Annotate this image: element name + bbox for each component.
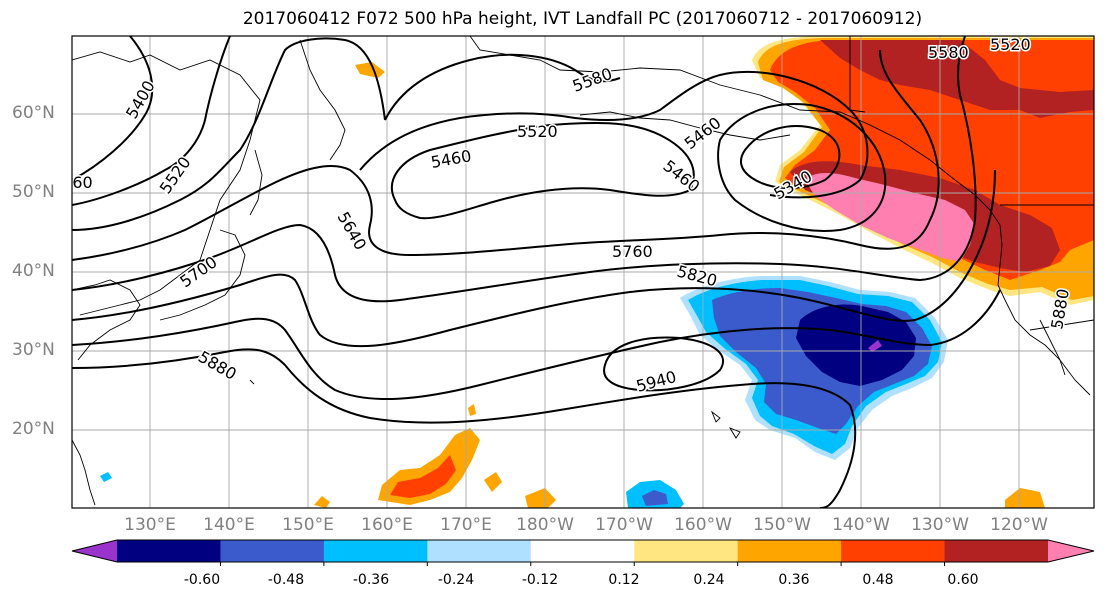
coast-islands-west <box>249 379 255 385</box>
ivt-contour-0.72 <box>805 173 975 262</box>
contour-label: 5460 <box>52 173 93 192</box>
colorbar-tick-label: -0.24 <box>437 572 475 588</box>
lon-label: 140°W <box>832 515 890 535</box>
coast-border-us-mexico <box>1029 319 1094 331</box>
contour-label: 5580 <box>928 43 969 62</box>
contour-5700 <box>72 36 977 303</box>
lat-label: 60°N <box>12 103 55 123</box>
contour-5520-mid <box>359 70 869 199</box>
lon-label: 130°E <box>124 515 176 535</box>
coast-hawaii-2 <box>728 427 741 439</box>
contour-5400 <box>72 36 154 181</box>
lon-label: 170°W <box>595 515 653 535</box>
colorbar-tick-label: 0.48 <box>862 572 894 588</box>
coast-na-west <box>989 209 1091 396</box>
colorbar-tick-label: -0.12 <box>521 572 559 588</box>
contour-5940 <box>603 336 725 392</box>
ivt-patch-small-2 <box>525 488 556 508</box>
lon-label: 140°E <box>203 515 255 535</box>
height-contours <box>72 36 1001 508</box>
ivt-contour-neg-0.60 <box>868 340 882 352</box>
lat-label: 40°N <box>12 261 55 281</box>
colorbar-extension-high <box>1048 540 1094 562</box>
ivt-patch-neg-south-inner <box>642 490 668 506</box>
colorbar <box>71 539 1095 566</box>
contour-label: 5760 <box>612 242 653 261</box>
contour-5640 <box>72 49 940 261</box>
contour-5460-east <box>717 103 887 232</box>
colorbar-outline <box>71 539 1095 563</box>
colorbar-segment <box>944 540 1049 562</box>
ivt-patch-neg-west <box>100 472 112 482</box>
colorbar-tick-label: 0.60 <box>947 572 979 588</box>
colorbar-segment <box>737 540 842 562</box>
lon-label: 170°E <box>440 515 492 535</box>
coast-hawaii-1 <box>710 410 721 423</box>
colorbar-extension-low <box>72 540 117 562</box>
ivt-contour-0.60 <box>820 40 1094 118</box>
contour-5580-north <box>384 53 621 121</box>
ivt-patch-hawaii-west-inner <box>390 455 456 498</box>
lon-label: 160°W <box>674 515 732 535</box>
ivt-negative-field <box>100 276 948 508</box>
ivt-contour-neg-0.48 <box>796 304 916 386</box>
contour-5460-low <box>390 121 695 220</box>
ivt-patch-small-4 <box>1005 488 1045 508</box>
lon-label: 180°W <box>516 515 574 535</box>
lon-label: 150°E <box>282 515 334 535</box>
ivt-patch-north <box>355 62 385 78</box>
colorbar-tick-label: -0.36 <box>352 572 390 588</box>
coast-asia-east <box>72 51 261 316</box>
lon-label: 130°W <box>911 515 969 535</box>
lon-label: 120°W <box>990 515 1048 535</box>
contour-label: 5520 <box>517 122 558 141</box>
colorbar-segment <box>220 540 325 562</box>
coast-korea-china <box>72 279 141 361</box>
lon-label: 160°E <box>361 515 413 535</box>
lat-label: 30°N <box>12 340 55 360</box>
contour-label: 5520 <box>990 35 1031 54</box>
map-title: 2017060412 F072 500 hPa height, IVT Land… <box>242 9 923 29</box>
map-frame <box>71 35 1095 509</box>
lat-label: 20°N <box>12 419 55 439</box>
contour-5820 <box>72 289 1001 401</box>
coast-philippines <box>72 439 96 506</box>
ivt-patch-small-3 <box>314 496 330 508</box>
colorbar-segment <box>530 540 635 562</box>
coast-baja <box>1039 319 1066 376</box>
colorbar-segment <box>427 540 532 562</box>
contour-5580-west <box>72 37 386 231</box>
contour-5340 <box>739 125 841 190</box>
colorbar-segment <box>634 540 739 562</box>
colorbar-tick-label: 0.24 <box>693 572 725 588</box>
colorbar-segment <box>323 540 428 562</box>
lon-label: 150°W <box>753 515 811 535</box>
contour-5880 <box>72 348 857 508</box>
coast-kamchatka <box>299 39 346 161</box>
coast-sakhalin <box>249 149 263 216</box>
colorbar-tick-label: 0.12 <box>608 572 640 588</box>
lat-label: 50°N <box>12 182 55 202</box>
colorbar-tick-label: -0.60 <box>183 572 221 588</box>
colorbar-segment <box>117 540 221 562</box>
colorbar-tick-label: 0.36 <box>778 572 810 588</box>
contour-5520-west <box>72 36 231 206</box>
colorbar-tick-label: -0.48 <box>267 572 305 588</box>
contour-5760 <box>72 169 996 348</box>
ivt-patch-small-1 <box>484 472 502 492</box>
ivt-patch-small-5 <box>468 404 476 416</box>
coast-alaska-north <box>469 36 991 211</box>
coast-japan <box>159 229 246 321</box>
map-area: 5400 5520 5580 5520 5580 5460 5460 5460 … <box>52 35 1094 508</box>
colorbar-segment <box>841 540 946 562</box>
